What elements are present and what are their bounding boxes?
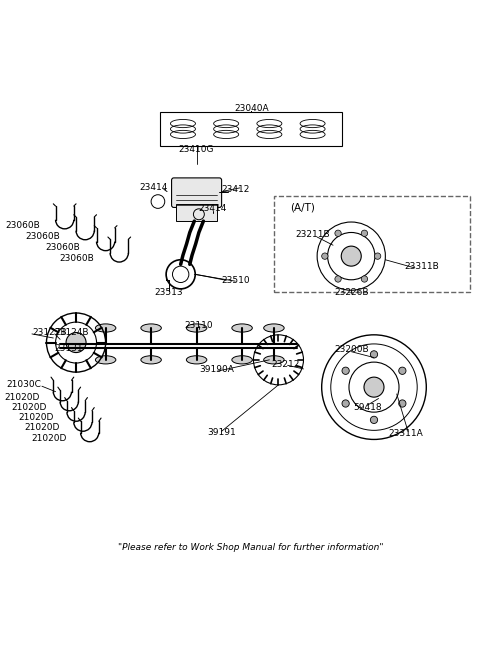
Circle shape: [361, 276, 368, 282]
Text: (A/T): (A/T): [290, 203, 315, 213]
Text: 21020D: 21020D: [32, 434, 67, 443]
Circle shape: [399, 400, 406, 407]
Bar: [176, 204, 217, 221]
Ellipse shape: [186, 356, 207, 364]
Ellipse shape: [232, 324, 252, 332]
Text: 23110: 23110: [184, 321, 213, 330]
Text: 23510: 23510: [221, 276, 250, 285]
Text: 21020D: 21020D: [18, 413, 53, 422]
Text: 23412: 23412: [221, 185, 250, 194]
Text: "Please refer to Work Shop Manual for further information": "Please refer to Work Shop Manual for fu…: [119, 543, 384, 552]
Text: 23226B: 23226B: [334, 288, 369, 297]
Text: 23410G: 23410G: [179, 145, 215, 154]
Circle shape: [322, 253, 328, 259]
Bar: [160, 112, 342, 146]
Text: 23040A: 23040A: [234, 104, 268, 113]
Text: 21020D: 21020D: [11, 403, 47, 412]
Text: 23414: 23414: [139, 184, 168, 192]
Ellipse shape: [141, 324, 161, 332]
Text: 39191: 39191: [207, 428, 236, 437]
Ellipse shape: [141, 356, 161, 364]
Text: 59418: 59418: [353, 403, 382, 412]
Circle shape: [371, 351, 378, 358]
Text: 23200B: 23200B: [334, 345, 369, 354]
Ellipse shape: [96, 356, 116, 364]
Circle shape: [399, 367, 406, 375]
Text: 23212: 23212: [271, 360, 300, 369]
Circle shape: [371, 417, 378, 424]
Ellipse shape: [232, 356, 252, 364]
Text: 23060B: 23060B: [60, 254, 94, 263]
FancyBboxPatch shape: [171, 178, 222, 207]
Text: 23414: 23414: [198, 204, 227, 213]
Circle shape: [335, 230, 341, 236]
Text: 23060B: 23060B: [46, 243, 81, 251]
Circle shape: [364, 377, 384, 397]
Text: 23131: 23131: [54, 344, 83, 353]
Ellipse shape: [186, 324, 207, 332]
Circle shape: [341, 246, 361, 266]
Text: 21020D: 21020D: [25, 423, 60, 432]
Text: 23311A: 23311A: [388, 429, 423, 438]
Text: 23211B: 23211B: [295, 230, 330, 239]
Circle shape: [335, 276, 341, 282]
Ellipse shape: [264, 356, 284, 364]
Circle shape: [66, 333, 86, 352]
Text: 23311B: 23311B: [404, 262, 439, 271]
Text: 23060B: 23060B: [5, 220, 40, 230]
Ellipse shape: [264, 324, 284, 332]
Text: 23127B: 23127B: [32, 328, 67, 337]
Circle shape: [374, 253, 381, 259]
Text: 39190A: 39190A: [200, 365, 235, 375]
Circle shape: [342, 400, 349, 407]
Ellipse shape: [96, 324, 116, 332]
Text: 23124B: 23124B: [55, 328, 89, 337]
Circle shape: [361, 230, 368, 236]
Text: 23060B: 23060B: [25, 232, 60, 241]
Text: 23513: 23513: [154, 288, 183, 297]
Circle shape: [342, 367, 349, 375]
Text: 21020D: 21020D: [4, 393, 40, 401]
Text: 21030C: 21030C: [6, 380, 41, 390]
